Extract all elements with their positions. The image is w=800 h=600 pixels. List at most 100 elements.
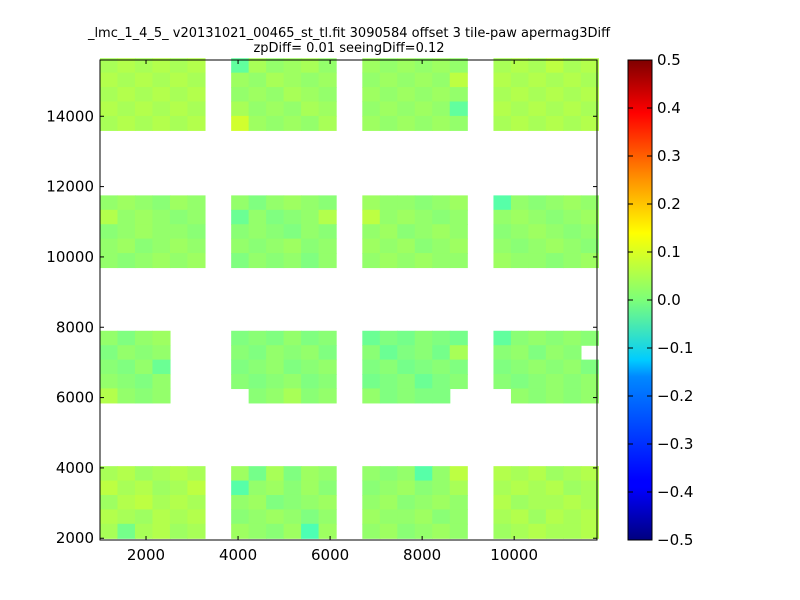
heatmap-cell [397,388,416,404]
y-tick-label: 12000 [46,178,94,196]
heatmap-cell [545,345,565,361]
heatmap-cell [169,238,189,254]
heatmap-cell [493,72,512,88]
heatmap-cell [283,509,302,525]
heatmap-cell [449,480,468,496]
heatmap-cell [266,224,285,240]
heatmap-cell [580,195,599,211]
heatmap-cell [580,58,599,74]
heatmap-cell [100,253,119,269]
heatmap-cell [397,101,416,117]
heatmap-cell [379,101,398,117]
heatmap-cell [318,359,337,375]
heatmap-cell [510,330,530,346]
heatmap-cell [432,466,451,482]
heatmap-cell [318,238,337,254]
heatmap-cell [134,72,154,88]
heatmap-cell [117,238,136,254]
heatmap-cell [493,195,512,211]
heatmap-cell [169,209,189,225]
heatmap-cell [449,238,468,254]
heatmap-cell [117,72,136,88]
heatmap-cell [449,359,468,375]
heatmap-cell [248,72,267,88]
chart-title-line1: _lmc_1_4_5_ v20131021_00465_st_tl.fit 30… [87,26,611,41]
heatmap-cell [152,72,171,88]
heatmap-cell [580,101,599,117]
colorbar: 0.5 0.4 0.3 0.2 0.1 0.0 −0.1 −0.2 −0.3 −0.4 −0.5 [627,51,693,549]
heatmap-cell [362,87,381,103]
heatmap-cell [169,87,189,103]
heatmap-cell [545,87,565,103]
heatmap-cell [100,345,119,361]
heatmap-cell [152,345,171,361]
heatmap-cell [379,345,398,361]
heatmap-cell [563,238,582,254]
heatmap-cell [379,509,398,525]
heatmap-cell [134,345,154,361]
heatmap-cell [432,58,451,74]
heatmap-cell [283,330,302,346]
heatmap-cell [100,494,119,511]
heatmap-cell [545,209,565,225]
colorbar-tick-label: 0.5 [657,51,681,69]
heatmap-cell [528,480,547,496]
heatmap-cell [528,58,547,74]
heatmap-cell [362,72,381,88]
heatmap-cell [152,509,171,525]
heatmap-cell [414,523,433,539]
heatmap-cell [283,345,302,361]
colorbar-tick-label: −0.4 [657,483,693,501]
heatmap-cell [397,87,416,103]
heatmap-cell [432,115,451,131]
heatmap-cell [493,509,512,525]
heatmap-cell [283,466,302,482]
heatmap-cell [301,115,320,131]
heatmap-cell [493,345,512,361]
heatmap-cell [134,253,154,269]
heatmap-cell [248,388,267,404]
heatmap-cell [187,494,206,511]
heatmap-cell [318,58,337,74]
y-tick-label: 4000 [56,459,94,477]
heatmap-cell [100,523,119,539]
heatmap-cell [152,494,171,511]
heatmap-cell [318,494,337,511]
heatmap-cell [283,253,302,269]
heatmap-cell [169,523,189,539]
heatmap-cell [231,101,250,117]
heatmap-cell [231,345,250,361]
heatmap-cell [362,101,381,117]
heatmap-cell [545,509,565,525]
heatmap-cell [580,209,599,225]
heatmap-cell [545,359,565,375]
heatmap-cell [449,330,468,346]
heatmap-cell [545,388,565,404]
heatmap-cell [563,480,582,496]
heatmap-cell [231,209,250,225]
heatmap-cell [169,115,189,131]
heatmap-cell [414,238,433,254]
heatmap-cell [545,58,565,74]
heatmap-cell [379,115,398,131]
heatmap-cell [266,374,285,390]
heatmap-cell [231,494,250,511]
heatmap-cell [231,195,250,211]
heatmap-cell [545,101,565,117]
heatmap-cell [563,509,582,525]
heatmap-cell [563,72,582,88]
heatmap-cell [100,330,119,346]
heatmap-cell [169,253,189,269]
heatmap-cell [100,359,119,375]
heatmap-cell [379,330,398,346]
heatmap-cell [510,480,530,496]
heatmap-cell [231,523,250,539]
heatmap-cell [301,209,320,225]
heatmap-cell [187,509,206,525]
colorbar-tick-label: 0.1 [657,243,681,261]
colorbar-tick-label: −0.2 [657,387,693,405]
heatmap-cell [432,101,451,117]
heatmap-cell [528,87,547,103]
x-axis: 2000 4000 6000 8000 10000 [127,60,538,564]
heatmap-cell [414,466,433,482]
